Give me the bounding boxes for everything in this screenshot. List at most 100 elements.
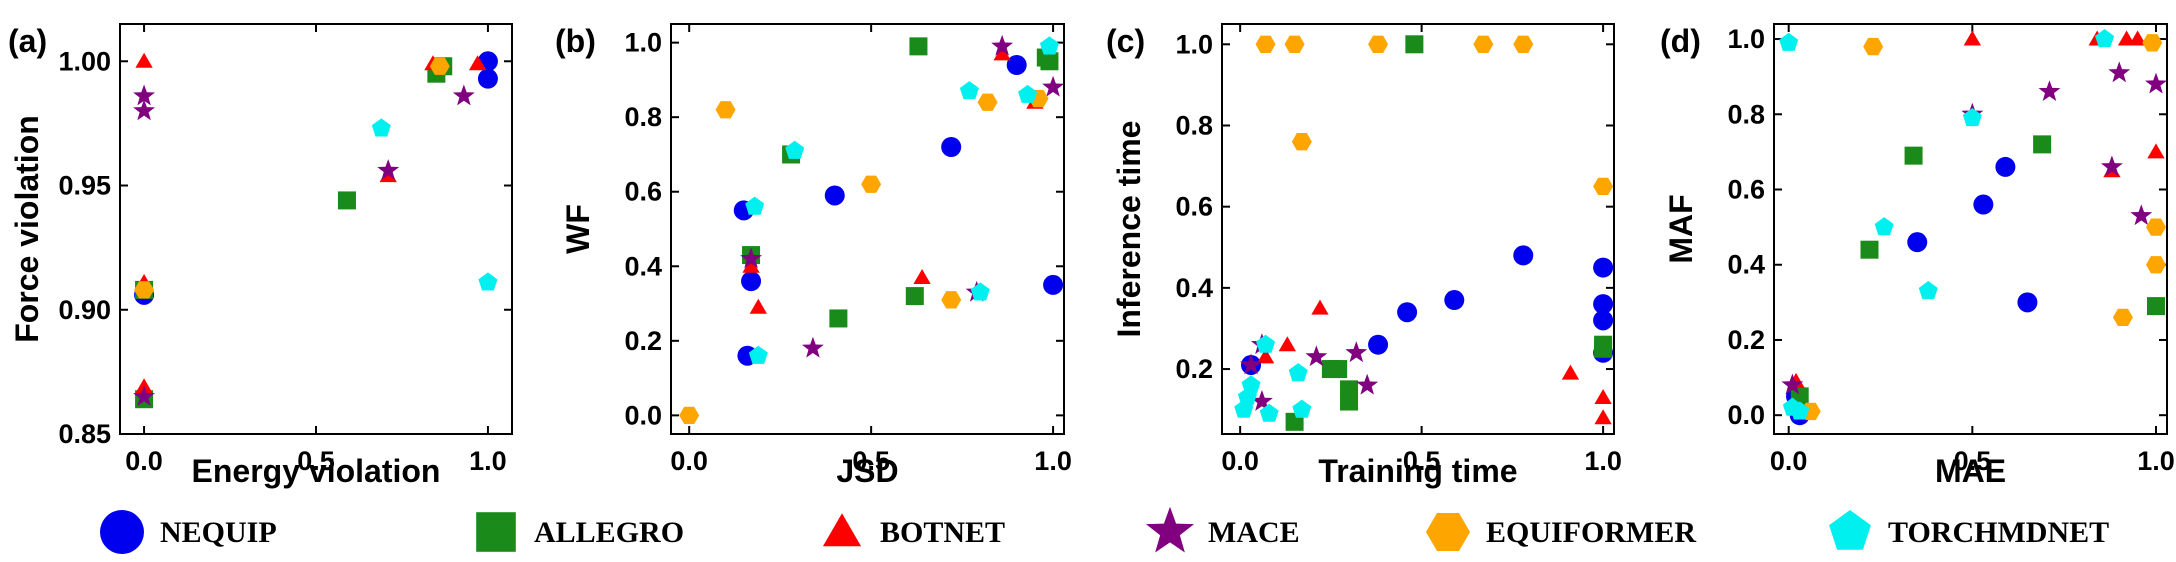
y-tick-label: 0.4 — [624, 251, 662, 281]
point-equiformer — [1291, 133, 1312, 151]
point-mace — [1345, 341, 1368, 363]
point-mace — [1250, 390, 1273, 411]
panel-3: 0.0 0.5 1.0 0.2 0.4 0.6 0.8 1.0 Training time Inf… — [1106, 23, 1622, 489]
point-nequip — [477, 68, 498, 89]
point-equiformer — [429, 57, 450, 75]
legend-marker-nequip — [100, 510, 144, 554]
point-allegro — [905, 287, 924, 306]
point-torchmdnet — [1288, 363, 1308, 382]
y-tick-label: 1.0 — [624, 28, 662, 58]
x-tick-label: 1.0 — [2137, 446, 2175, 476]
point-torchmdnet — [1918, 281, 1938, 300]
point-equiformer — [679, 406, 700, 425]
point-torchmdnet — [2095, 29, 2115, 48]
point-equiformer — [715, 101, 736, 119]
point-mace — [133, 385, 156, 407]
point-equiformer — [2145, 256, 2166, 274]
y-tick-label: 1.0 — [1727, 24, 1765, 54]
point-nequip — [1593, 310, 1614, 331]
point-mace — [133, 99, 156, 121]
point-botnet — [2117, 30, 2136, 46]
point-nequip — [1973, 194, 1994, 215]
point-equiformer — [134, 281, 155, 299]
legend-item-mace: MACE — [1145, 506, 1300, 553]
panel-1: 0.0 0.5 1.0 0.85 0.90 0.95 1.00 Energy violatio… — [8, 23, 513, 489]
point-botnet — [742, 257, 760, 273]
y-tick-label: 0.2 — [1727, 325, 1765, 355]
y-tick-label: 1.0 — [1175, 29, 1213, 59]
point-nequip — [1593, 257, 1614, 278]
point-mace — [801, 336, 824, 358]
point-nequip — [1368, 334, 1389, 355]
point-equiformer — [2142, 34, 2163, 52]
y-tick-label: 1.00 — [58, 46, 111, 76]
point-torchmdnet — [745, 196, 765, 215]
x-tick-label: 0.5 — [1403, 446, 1441, 476]
point-nequip — [1043, 274, 1064, 295]
point-equiformer — [2112, 308, 2133, 327]
point-nequip — [824, 185, 845, 206]
legend-marker-mace — [1145, 506, 1195, 553]
x-tick-label: 1.0 — [469, 446, 507, 476]
point-mace — [2130, 204, 2153, 226]
point-equiformer — [1473, 35, 1494, 53]
x-tick-label: 1.0 — [1034, 446, 1072, 476]
x-tick-label: 0.0 — [1221, 446, 1259, 476]
point-botnet — [993, 45, 1011, 61]
point-equiformer — [2145, 218, 2166, 236]
point-nequip — [1444, 290, 1465, 311]
panel-4: 0.0 0.5 1.0 0.0 0.2 0.4 0.6 0.8 1.0 MAE MAF (d) — [1660, 23, 2175, 489]
point-botnet — [1963, 30, 1981, 46]
legend-item-botnet: BOTNET — [822, 513, 1005, 549]
point-nequip — [1593, 294, 1614, 315]
legend-item-equiformer: EQUIFORMER — [1426, 512, 1696, 552]
legend: NEQUIP ALLEGRO BOTNET MACE EQUIFORMER TORCHMD… — [100, 506, 2109, 554]
point-torchmdnet — [478, 272, 498, 291]
point-botnet — [2128, 30, 2147, 46]
point-botnet — [1278, 336, 1296, 352]
point-botnet — [1594, 409, 1612, 425]
point-torchmdnet — [1039, 36, 1059, 55]
point-equiformer — [941, 291, 962, 309]
point-torchmdnet — [748, 345, 768, 364]
point-mace — [1305, 345, 1328, 367]
point-mace — [1240, 353, 1262, 375]
point-nequip — [1513, 245, 1534, 266]
panel-label: (c) — [1106, 23, 1145, 59]
panel-label: (a) — [8, 23, 47, 59]
legend-label: EQUIFORMER — [1486, 516, 1696, 549]
point-botnet — [1561, 364, 1580, 380]
y-tick-label: 0.8 — [624, 102, 662, 132]
x-tick-label: 0.5 — [852, 446, 890, 476]
point-equiformer — [1368, 35, 1389, 53]
y-tick-label: 0.2 — [1175, 354, 1213, 384]
y-tick-label: 0.8 — [1727, 99, 1765, 129]
point-botnet — [1256, 348, 1275, 364]
point-botnet — [135, 52, 153, 68]
panel-label: (b) — [555, 23, 596, 59]
y-tick-label: 0.6 — [1175, 192, 1213, 222]
legend-marker-allegro — [476, 512, 516, 552]
x-tick-label: 0.0 — [670, 446, 708, 476]
y-tick-label: 0.6 — [624, 177, 662, 207]
y-tick-label: 0.0 — [624, 400, 662, 430]
point-allegro — [1340, 392, 1359, 411]
point-allegro — [1594, 339, 1613, 358]
point-allegro — [1040, 52, 1059, 71]
point-nequip — [1006, 55, 1027, 75]
x-axis-label: Training time — [1318, 453, 1517, 489]
point-mace — [133, 84, 156, 106]
point-equiformer — [1255, 35, 1276, 53]
point-allegro — [1405, 35, 1424, 54]
plot-frame — [119, 23, 513, 435]
point-mace — [377, 159, 400, 180]
y-axis-label: Inference time — [1111, 121, 1147, 338]
point-allegro — [337, 191, 356, 210]
legend-label: NEQUIP — [160, 516, 277, 549]
point-torchmdnet — [1241, 375, 1261, 394]
point-torchmdnet — [371, 118, 391, 137]
y-axis-label: Force violation — [9, 115, 45, 343]
point-equiformer — [1284, 35, 1305, 53]
legend-label: MACE — [1208, 516, 1300, 549]
point-botnet — [1594, 388, 1612, 404]
